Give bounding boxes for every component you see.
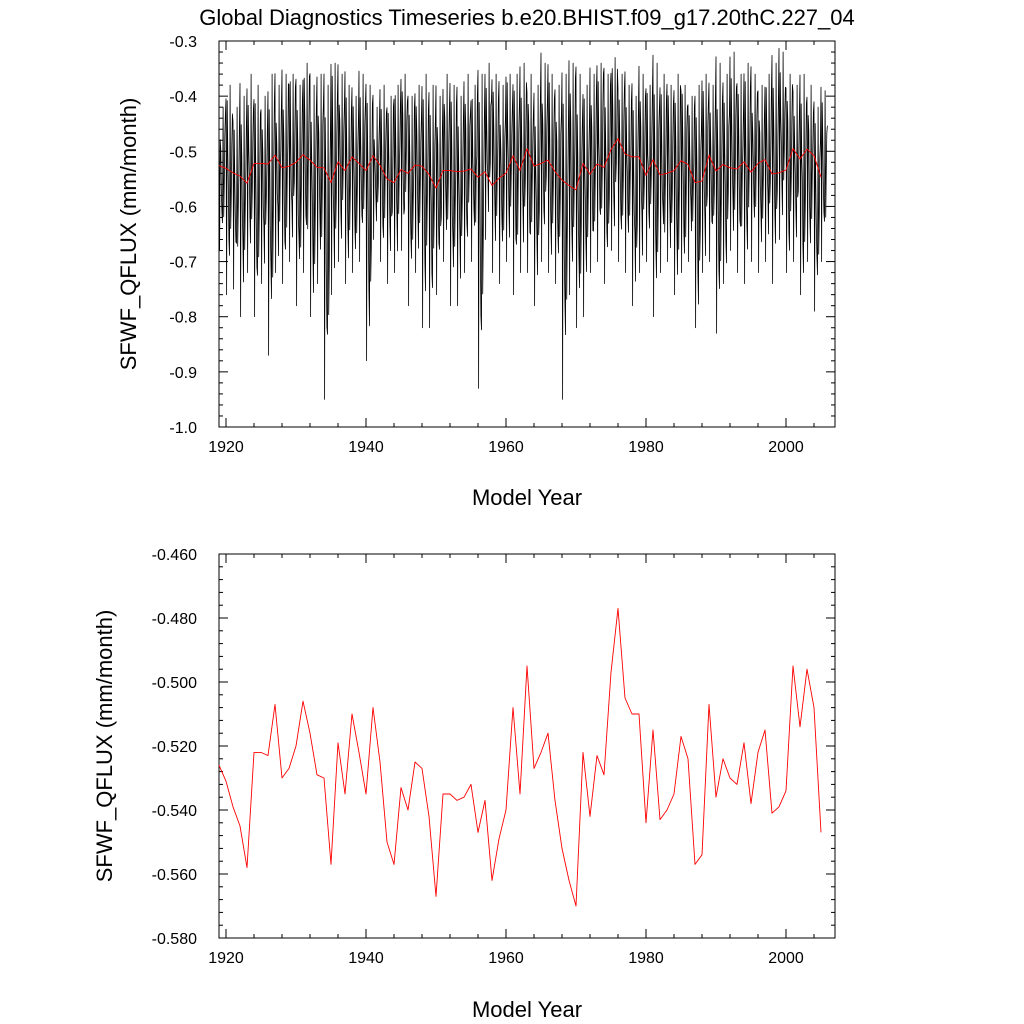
top-x-tick-label: 1980 xyxy=(628,439,664,456)
top-series-line-1 xyxy=(218,138,822,191)
top-series xyxy=(218,47,828,400)
chart-title: Global Diagnostics Timeseries b.e20.BHIS… xyxy=(199,5,855,30)
top-y-tick-label: -0.4 xyxy=(169,89,197,106)
top-y-tick-label: -0.3 xyxy=(169,34,197,51)
bottom-y-tick-label: -0.460 xyxy=(152,547,197,564)
top-y-tick-label: -0.5 xyxy=(169,144,197,161)
bottom-y-axis-label: SFWF_QFLUX (mm/month) xyxy=(92,610,117,883)
top-plot-frame xyxy=(218,40,836,428)
bottom-panel: 1920 1940 1960 1980 2000 -0.580 -0.560 -0.540 -0… xyxy=(92,547,836,1022)
bottom-x-tick-label: 1940 xyxy=(348,950,384,967)
top-y-tick-label: -0.7 xyxy=(169,255,197,272)
top-x-tick-label: 2000 xyxy=(768,439,804,456)
bottom-x-axis-label: Model Year xyxy=(472,997,582,1022)
bottom-series-line-0 xyxy=(218,607,822,907)
top-ticks: 1920 1940 1960 1980 2000 -1.0 -0.9 -0.8 -0.7 -0.6… xyxy=(169,34,835,456)
top-x-tick-label: 1920 xyxy=(208,439,244,456)
bottom-x-tick-label: 1980 xyxy=(628,950,664,967)
top-y-tick-label: -1.0 xyxy=(169,420,197,437)
bottom-y-tick-label: -0.480 xyxy=(152,611,197,628)
bottom-ticks: 1920 1940 1960 1980 2000 -0.580 -0.560 -0.540 -0… xyxy=(152,547,835,967)
bottom-y-tick-label: -0.580 xyxy=(152,931,197,948)
bottom-x-tick-label: 1920 xyxy=(208,950,244,967)
bottom-x-tick-label: 1960 xyxy=(488,950,524,967)
top-y-tick-label: -0.8 xyxy=(169,310,197,327)
bottom-x-tick-label: 2000 xyxy=(768,950,804,967)
top-y-tick-label: -0.9 xyxy=(169,365,197,382)
top-panel: 1920 1940 1960 1980 2000 -1.0 -0.9 -0.8 -0.7 -0.6… xyxy=(116,34,836,510)
bottom-plot-frame xyxy=(218,553,836,939)
top-x-tick-label: 1940 xyxy=(348,439,384,456)
top-y-axis-label: SFWF_QFLUX (mm/month) xyxy=(116,98,141,371)
top-x-tick-label: 1960 xyxy=(488,439,524,456)
bottom-y-tick-label: -0.560 xyxy=(152,867,197,884)
bottom-y-tick-label: -0.540 xyxy=(152,803,197,820)
top-series-line-0 xyxy=(218,47,828,400)
bottom-series xyxy=(218,607,822,907)
top-y-tick-label: -0.6 xyxy=(169,199,197,216)
bottom-y-tick-label: -0.500 xyxy=(152,675,197,692)
bottom-y-tick-label: -0.520 xyxy=(152,739,197,756)
top-x-axis-label: Model Year xyxy=(472,485,582,510)
